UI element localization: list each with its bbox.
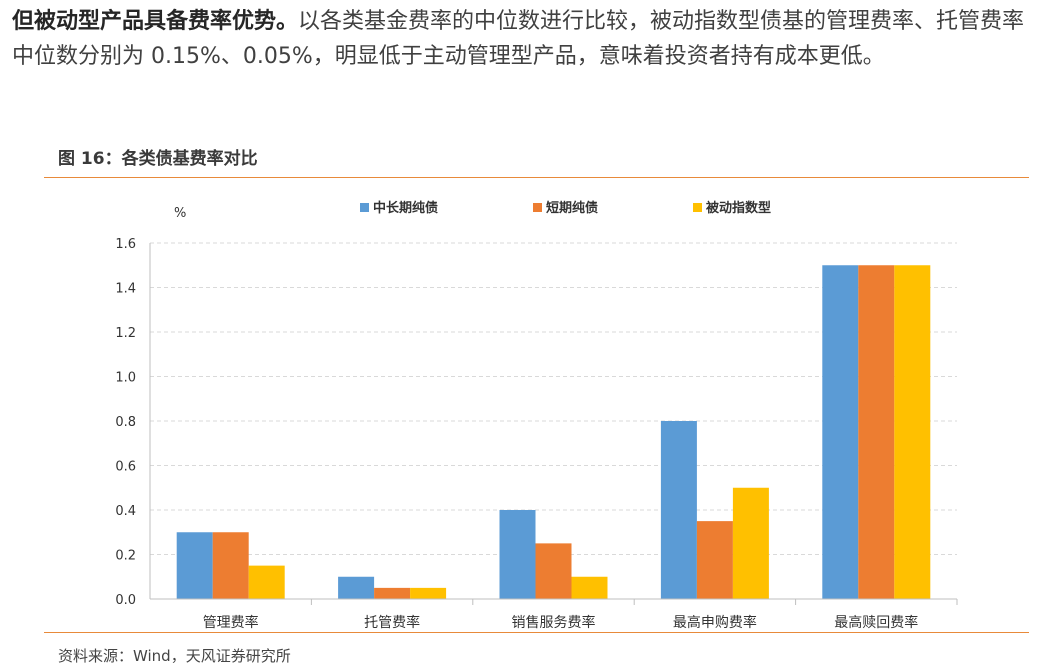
x-tick-label: 管理费率 — [203, 614, 259, 631]
bar — [535, 543, 572, 599]
bar — [894, 265, 931, 599]
x-tick-label: 销售服务费率 — [512, 614, 596, 631]
y-tick-label: 1.0 — [115, 371, 136, 386]
bar — [696, 521, 733, 599]
y-tick-label: 1.2 — [115, 326, 136, 341]
y-tick-label: 1.6 — [115, 237, 136, 252]
legend: 中长期纯债 短期纯债 被动指数型 — [360, 200, 771, 216]
legend-label: 被动指数型 — [705, 200, 771, 216]
x-tick-label: 最高赎回费率 — [834, 614, 918, 631]
y-tick-label: 0.2 — [115, 549, 136, 564]
axes: 0.0 0.2 0.4 0.6 0.8 1.0 1.2 1.4 1.6 管理费率 托管费率 销售服务费… — [115, 237, 958, 631]
bar — [212, 532, 249, 599]
bar — [660, 421, 697, 599]
y-tick-label: 0.4 — [115, 504, 136, 519]
x-tick-label: 托管费率 — [364, 614, 420, 631]
y-axis-unit: % — [174, 206, 186, 221]
legend-label: 短期纯债 — [546, 200, 598, 216]
bottom-divider — [44, 632, 1029, 633]
bar — [499, 510, 536, 599]
y-tick-label: 0.6 — [115, 460, 136, 475]
y-tick-label: 0.8 — [115, 415, 136, 430]
bar — [374, 587, 411, 599]
top-divider — [44, 177, 1029, 178]
legend-swatch — [533, 203, 542, 212]
intro-paragraph: 但被动型产品具备费率优势。以各类基金费率的中位数进行比较，被动指数型债基的管理费… — [12, 4, 1038, 74]
bar — [176, 532, 213, 599]
bars — [176, 265, 931, 599]
bar — [822, 265, 859, 599]
bar — [858, 265, 895, 599]
source-note: 资料来源：Wind，天风证券研究所 — [58, 647, 291, 665]
intro-lead: 但被动型产品具备费率优势。 — [12, 9, 299, 34]
y-tick-label: 1.4 — [115, 282, 136, 297]
bar — [410, 587, 447, 599]
legend-label: 中长期纯债 — [373, 200, 438, 216]
x-tick-label: 最高申购费率 — [673, 614, 757, 631]
intro-body: 以各类基金费率的中位数进行比较，被动指数型债基的管理费率、托管费率中位数分别为 … — [12, 9, 1025, 69]
figure-title: 图 16：各类债基费率对比 — [58, 149, 258, 169]
bar — [248, 565, 285, 599]
y-tick-label: 0.0 — [115, 593, 136, 608]
legend-swatch — [360, 203, 369, 212]
bar — [338, 576, 375, 599]
bar — [571, 576, 608, 599]
bar — [732, 487, 769, 599]
legend-swatch — [693, 203, 702, 212]
